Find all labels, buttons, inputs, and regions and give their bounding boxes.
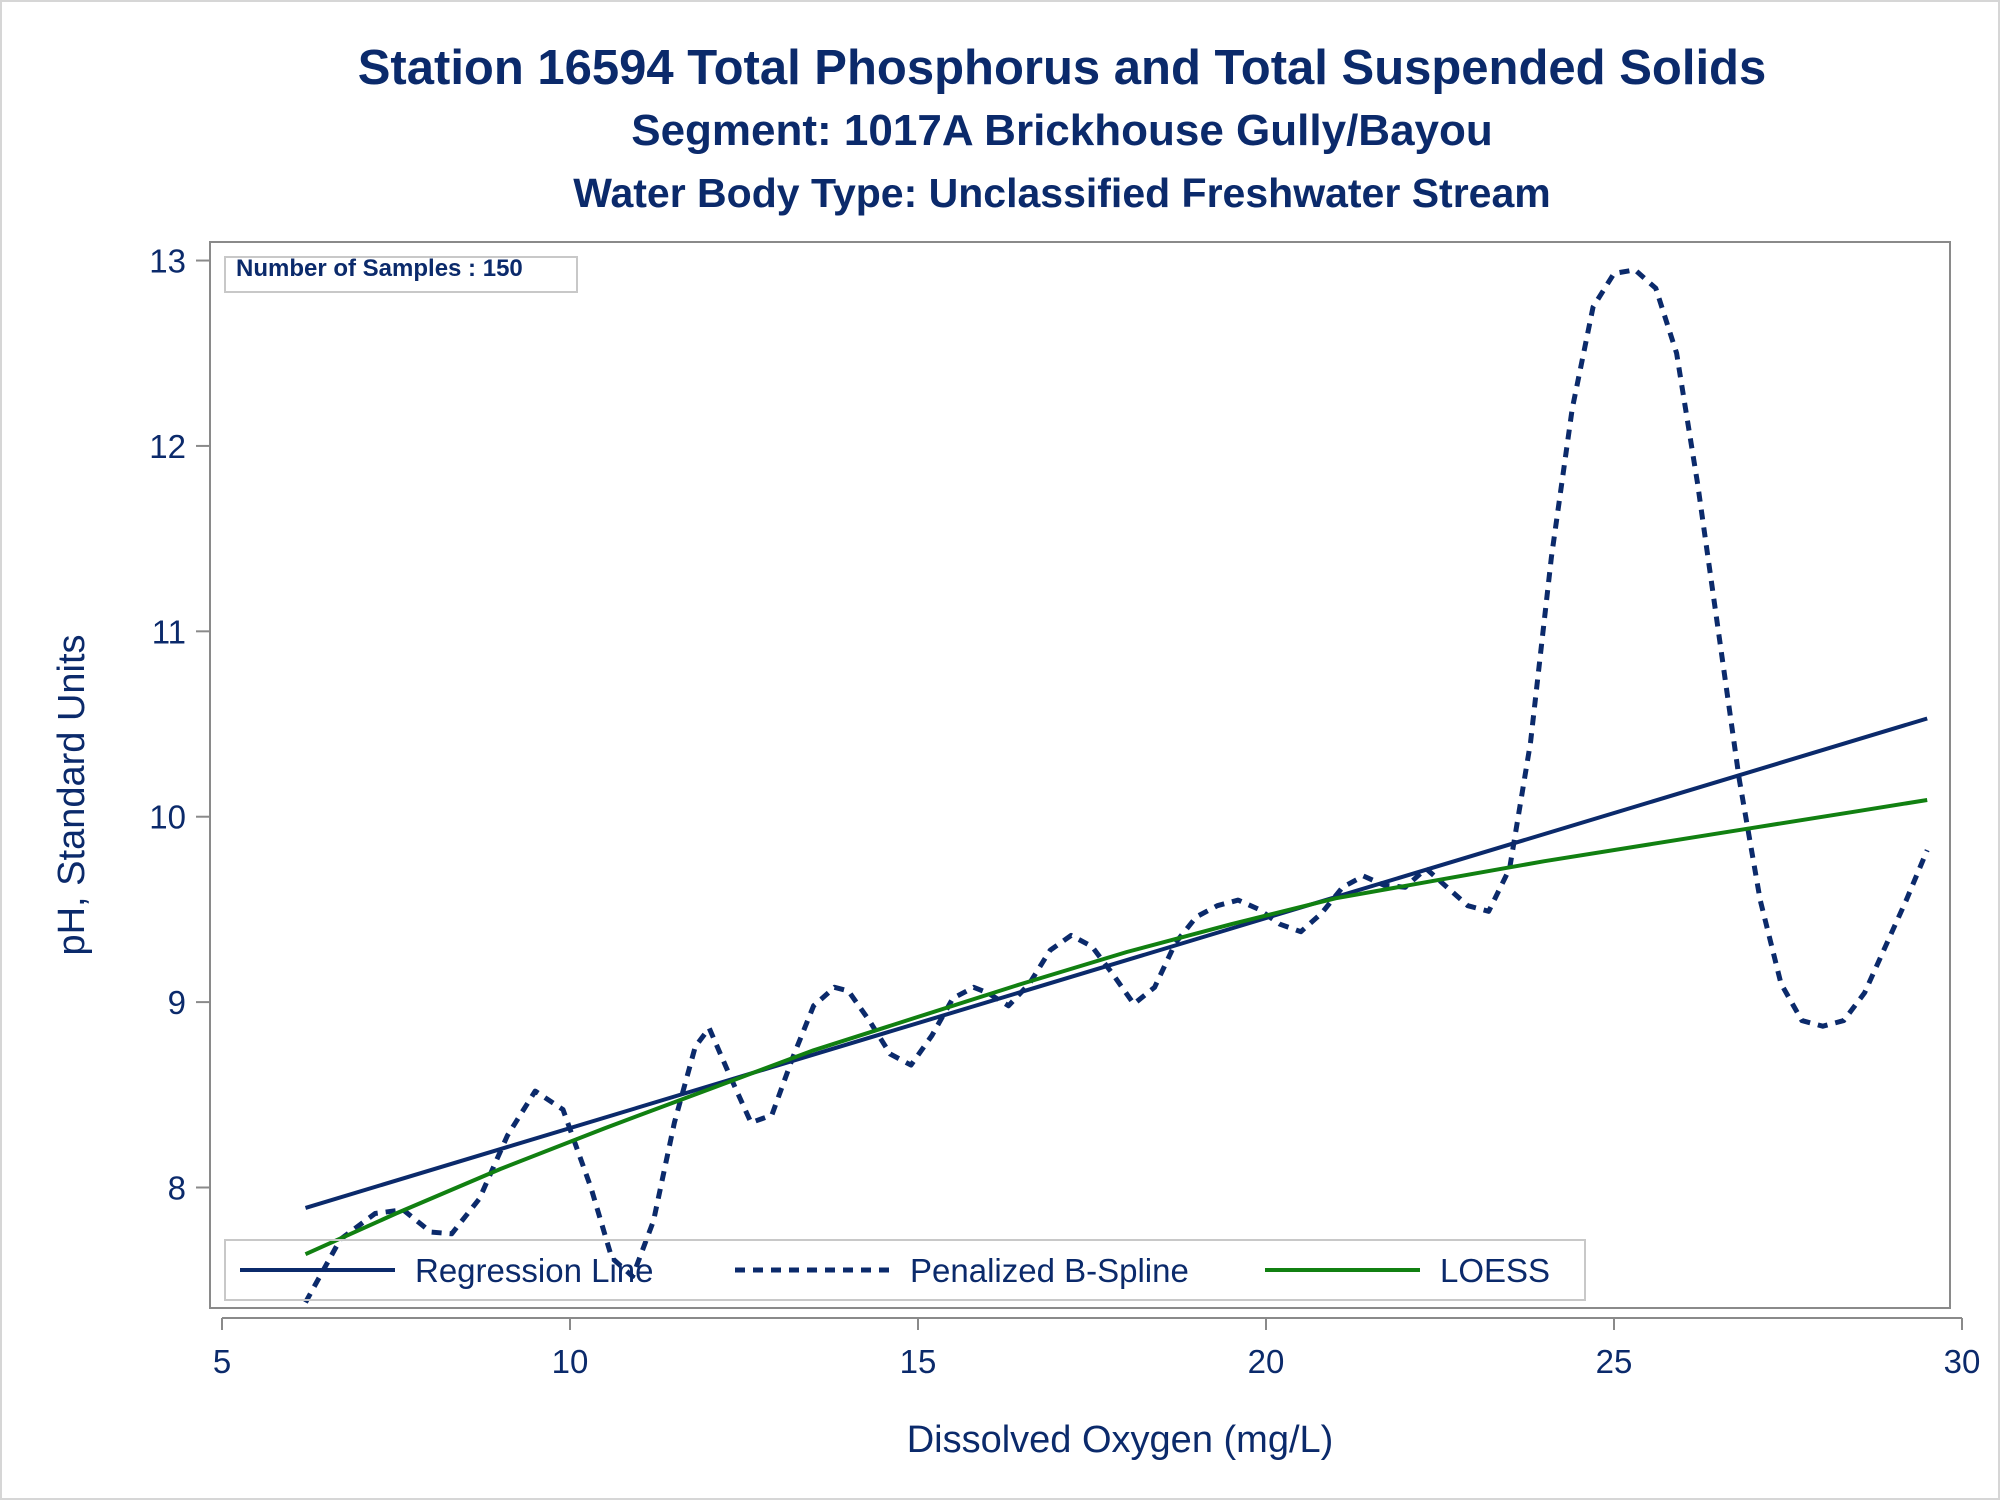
samples-inset: Number of Samples : 150 xyxy=(224,255,578,293)
y-axis: 8 9 10 11 12 13 xyxy=(149,243,210,1206)
x-tick-label: 15 xyxy=(900,1343,937,1380)
y-tick-label: 12 xyxy=(149,428,186,465)
series-layer xyxy=(303,267,1930,1304)
x-tick-label: 25 xyxy=(1596,1343,1633,1380)
y-tick-label: 9 xyxy=(168,984,186,1021)
legend: Regression Line Penalized B-Spline LOESS xyxy=(224,1239,1586,1301)
series-regression-line xyxy=(304,716,1928,1210)
x-tick-label: 30 xyxy=(1944,1343,1981,1380)
x-tick-label: 20 xyxy=(1248,1343,1285,1380)
chart-title: Station 16594 Total Phosphorus and Total… xyxy=(357,41,1767,95)
samples-inset-box xyxy=(224,256,578,293)
x-axis: 5 10 15 20 25 30 xyxy=(213,1317,1981,1380)
x-tick-label: 5 xyxy=(213,1343,231,1380)
legend-box xyxy=(224,1239,1586,1301)
y-tick-label: 13 xyxy=(149,243,186,280)
y-tick-label: 11 xyxy=(152,613,186,650)
plot-area xyxy=(209,241,1951,1309)
y-tick-label: 8 xyxy=(168,1169,186,1206)
y-axis-label: pH, Standard Units xyxy=(51,634,93,955)
series-loess xyxy=(304,798,1928,1257)
x-tick-label: 10 xyxy=(552,1343,589,1380)
chart-subtitle-segment: Segment: 1017A Brickhouse Gully/Bayou xyxy=(631,106,1493,155)
y-tick-label: 10 xyxy=(149,799,186,836)
legend-label: LOESS xyxy=(1440,1252,1550,1289)
chart-subtitle-water-body: Water Body Type: Unclassified Freshwater… xyxy=(573,170,1551,216)
legend-label: Penalized B-Spline xyxy=(910,1252,1189,1289)
samples-count-label: Number of Samples : 150 xyxy=(236,255,523,282)
x-axis-label: Dissolved Oxygen (mg/L) xyxy=(907,1419,1334,1461)
series-penalized-b-spline xyxy=(303,267,1930,1304)
legend-label: Regression Line xyxy=(415,1252,653,1289)
